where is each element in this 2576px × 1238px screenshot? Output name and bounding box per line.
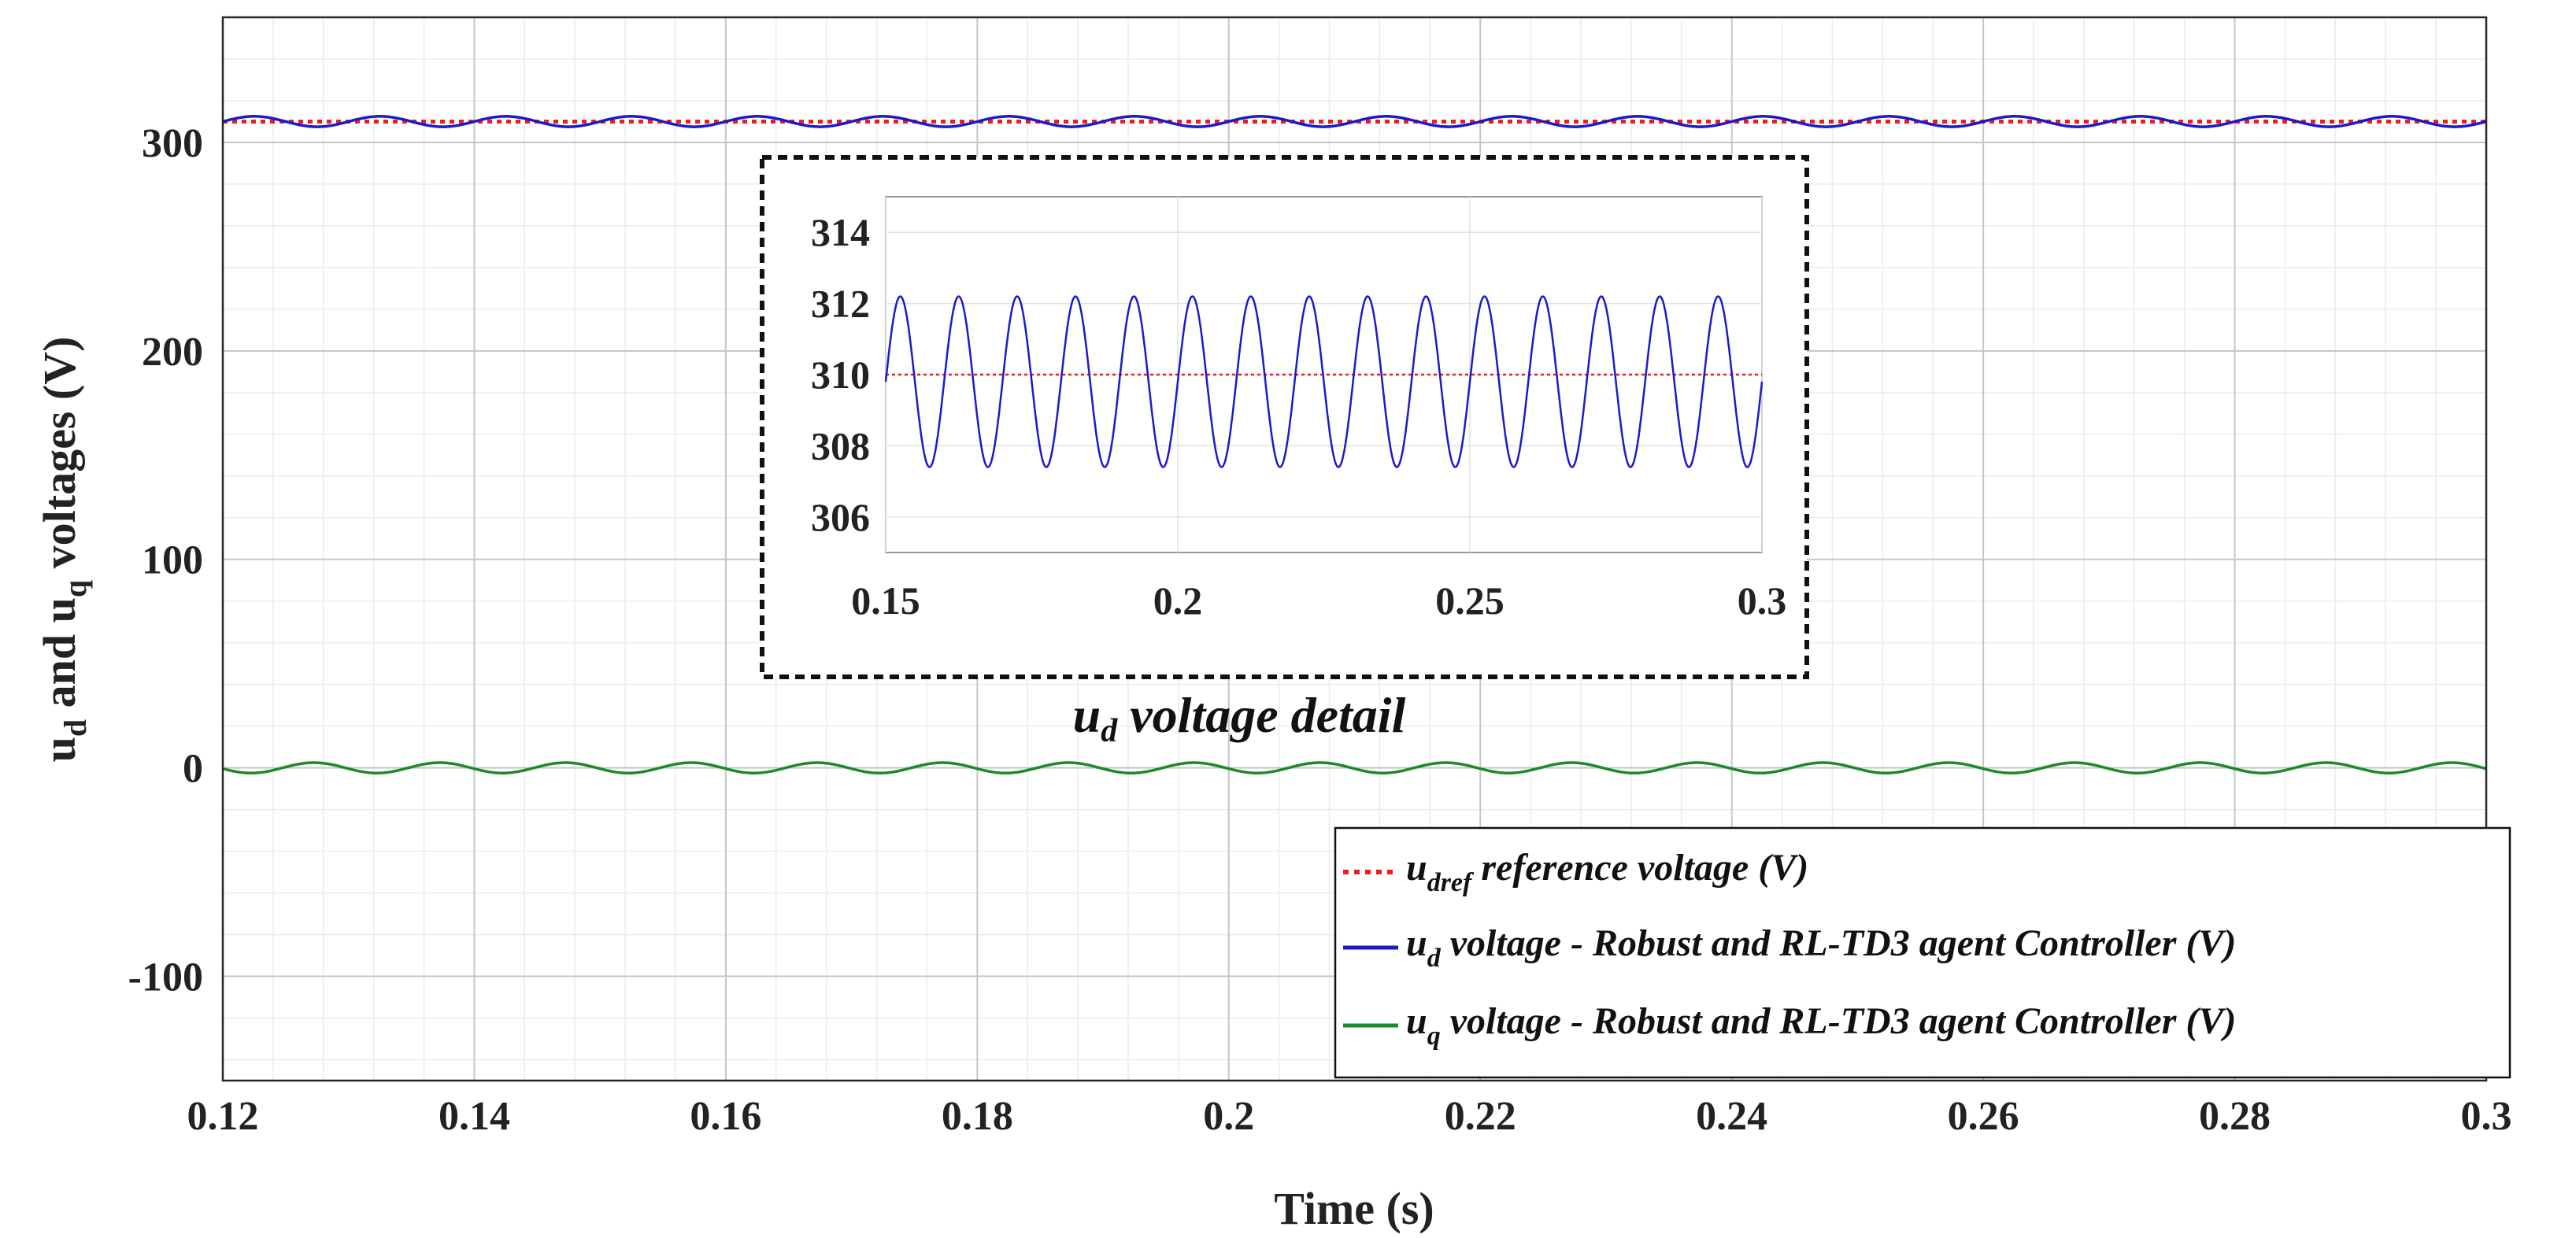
- y-axis-title: ud and uq voltages (V): [34, 337, 93, 763]
- x-tick-label: 0.24: [1696, 1094, 1767, 1139]
- y-tick-label: -100: [128, 955, 203, 1000]
- legend-box: [1334, 826, 2511, 1079]
- main-axes-frame: [221, 16, 2488, 1082]
- legend-label-uq: uq voltage - Robust and RL-TD3 agent Con…: [1406, 1000, 2236, 1051]
- x-tick-label: 0.14: [439, 1094, 510, 1139]
- inset-x-tick-label: 0.3: [1738, 578, 1787, 623]
- inset-y-tick-label: 314: [811, 210, 870, 254]
- x-tick-label: 0.22: [1445, 1094, 1516, 1139]
- y-tick-label: 0: [183, 747, 203, 792]
- inset-y-tick-label: 306: [811, 495, 870, 539]
- legend-label-ud: ud voltage - Robust and RL-TD3 agent Con…: [1406, 922, 2236, 973]
- x-tick-label: 0.26: [1948, 1094, 2019, 1139]
- inset-series: [884, 295, 1764, 468]
- inset-x-tick-label: 0.15: [851, 578, 920, 623]
- inset-y-tick-label: 308: [811, 423, 870, 467]
- legend-label-udref: udref reference voltage (V): [1406, 847, 1808, 897]
- y-tick-label: 100: [142, 538, 203, 583]
- inset-x-tick-label: 0.25: [1435, 578, 1505, 623]
- series-line-ud: [222, 115, 2487, 128]
- main-series: [222, 115, 2487, 775]
- inset-y-tick-label: 312: [811, 282, 870, 326]
- legend: udref reference voltage (V) ud voltage -…: [1334, 826, 2511, 1079]
- x-tick-label: 0.3: [2461, 1094, 2512, 1139]
- x-tick-label: 0.2: [1203, 1094, 1254, 1139]
- x-tick-label: 0.18: [942, 1094, 1013, 1139]
- main-y-tick-labels: -100 0 100 200 300: [128, 121, 203, 1000]
- main-x-tick-labels: 0.12 0.14 0.16 0.18 0.2 0.22 0.24 0.26 0.28 0.3: [187, 1094, 2512, 1139]
- inset-series-line-ud: [884, 295, 1764, 468]
- inset-detail: 0.15 0.2 0.25 0.3 306 308 310 312 314 ud voltag…: [760, 155, 1809, 749]
- x-axis-title: Time (s): [1274, 1183, 1434, 1234]
- x-tick-label: 0.16: [690, 1094, 761, 1139]
- series-line-uq: [222, 761, 2487, 775]
- x-tick-label: 0.28: [2199, 1094, 2271, 1139]
- y-tick-label: 300: [142, 121, 203, 166]
- inset-title: ud voltage detail: [1073, 687, 1406, 749]
- x-tick-label: 0.12: [187, 1094, 259, 1139]
- y-tick-label: 200: [142, 330, 203, 375]
- inset-x-tick-label: 0.2: [1153, 578, 1203, 623]
- inset-y-tick-labels: 306 308 310 312 314: [811, 210, 870, 539]
- inset-y-tick-label: 310: [811, 353, 870, 397]
- inset-x-tick-labels: 0.15 0.2 0.25 0.3: [851, 578, 1786, 623]
